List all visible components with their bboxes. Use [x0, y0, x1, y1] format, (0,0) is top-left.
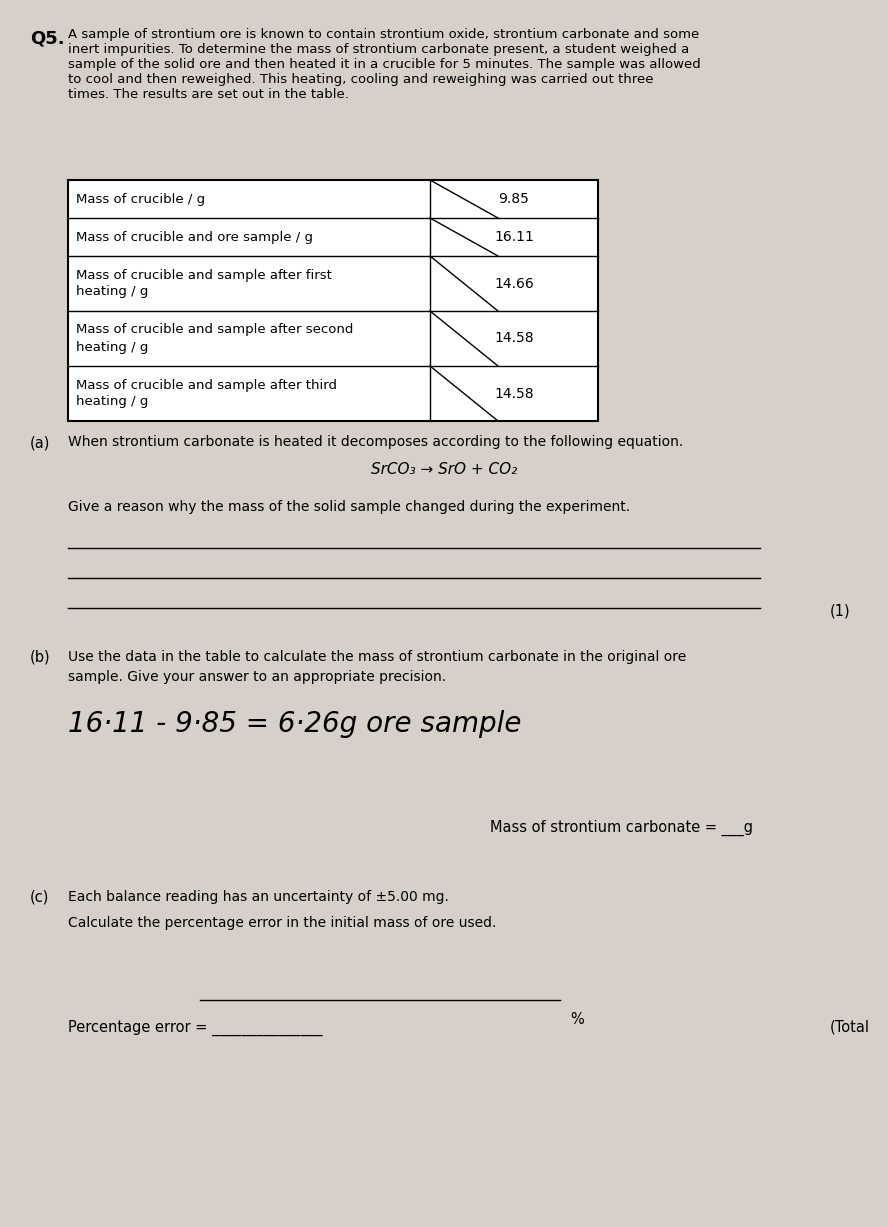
- Text: (b): (b): [30, 650, 51, 665]
- Text: Mass of crucible and sample after second
heating / g: Mass of crucible and sample after second…: [76, 324, 353, 353]
- Text: (Total: (Total: [830, 1020, 870, 1036]
- Text: (1): (1): [830, 602, 851, 618]
- Text: Use the data in the table to calculate the mass of strontium carbonate in the or: Use the data in the table to calculate t…: [68, 650, 686, 683]
- Text: 16.11: 16.11: [494, 229, 534, 244]
- Text: 14.66: 14.66: [494, 276, 534, 291]
- Text: Mass of strontium carbonate = ___g: Mass of strontium carbonate = ___g: [490, 820, 753, 837]
- Text: Mass of crucible / g: Mass of crucible / g: [76, 193, 205, 205]
- Text: (a): (a): [30, 436, 51, 450]
- Text: SrCO₃ → SrO + CO₂: SrCO₃ → SrO + CO₂: [371, 463, 517, 477]
- Text: Give a reason why the mass of the solid sample changed during the experiment.: Give a reason why the mass of the solid …: [68, 499, 630, 514]
- Text: Percentage error = _______________: Percentage error = _______________: [68, 1020, 322, 1037]
- Bar: [68, 180, 598, 421]
- Text: (c): (c): [30, 890, 50, 906]
- Text: Mass of crucible and sample after first
heating / g: Mass of crucible and sample after first …: [76, 269, 332, 298]
- Text: 9.85: 9.85: [498, 191, 529, 206]
- Text: 14.58: 14.58: [495, 331, 534, 346]
- Text: Mass of crucible and ore sample / g: Mass of crucible and ore sample / g: [76, 231, 313, 243]
- Text: Calculate the percentage error in the initial mass of ore used.: Calculate the percentage error in the in…: [68, 917, 496, 930]
- Text: 14.58: 14.58: [495, 387, 534, 400]
- Text: Each balance reading has an uncertainty of ±5.00 mg.: Each balance reading has an uncertainty …: [68, 890, 448, 904]
- Text: %: %: [570, 1012, 583, 1027]
- Text: Mass of crucible and sample after third
heating / g: Mass of crucible and sample after third …: [76, 378, 337, 409]
- Text: 16·11 - 9·85 = 6·26g ore sample: 16·11 - 9·85 = 6·26g ore sample: [68, 710, 521, 737]
- Text: When strontium carbonate is heated it decomposes according to the following equa: When strontium carbonate is heated it de…: [68, 436, 683, 449]
- Text: A sample of strontium ore is known to contain strontium oxide, strontium carbona: A sample of strontium ore is known to co…: [68, 28, 701, 101]
- Text: Q5.: Q5.: [30, 29, 65, 48]
